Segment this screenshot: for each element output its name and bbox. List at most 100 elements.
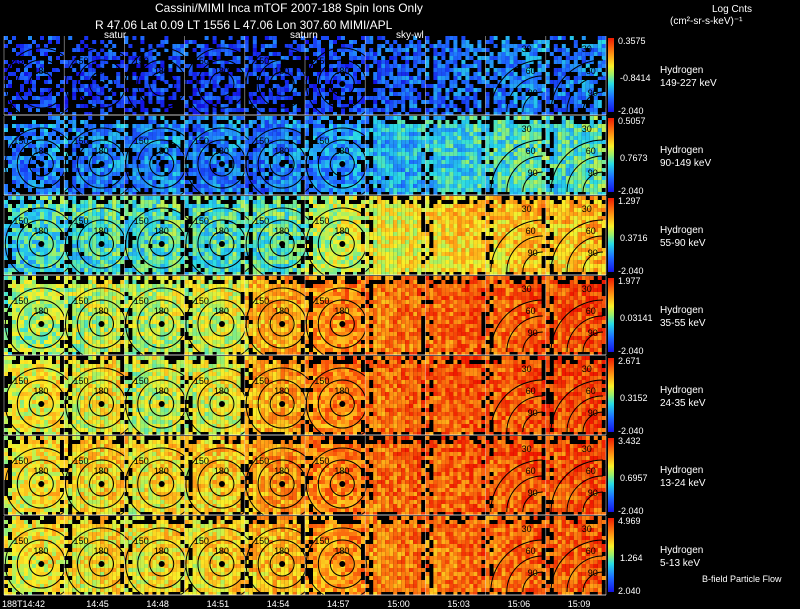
heatmap-cell: [349, 76, 353, 80]
heatmap-cell: [16, 196, 20, 200]
heatmap-cell: [220, 132, 225, 136]
heatmap-cell: [433, 140, 438, 144]
heatmap-cell: [96, 156, 101, 160]
heatmap-cell: [68, 140, 73, 144]
heatmap-cell: [349, 80, 353, 84]
heatmap-cell: [505, 164, 510, 168]
contour-label: 180: [274, 146, 289, 156]
heatmap-cell: [16, 148, 20, 152]
heatmap-cell: [497, 172, 502, 176]
heatmap-cell: [164, 36, 169, 40]
heatmap-cell: [216, 84, 221, 88]
heatmap-cell: [28, 196, 32, 200]
heatmap-cell: [252, 140, 257, 144]
heatmap-cell: [365, 96, 370, 100]
heatmap-cell: [16, 44, 20, 48]
heatmap-cell: [16, 256, 20, 260]
heatmap-cell: [84, 76, 89, 80]
heatmap-cell: [132, 148, 137, 152]
heatmap-cell: [489, 152, 494, 156]
heatmap-cell: [4, 128, 8, 132]
heatmap-cell: [437, 92, 442, 96]
heatmap-cell: [216, 144, 221, 148]
heatmap-cell: [357, 148, 361, 152]
heatmap-cell: [465, 156, 470, 160]
heatmap-cell: [509, 84, 514, 88]
heatmap-cell: [40, 48, 44, 52]
heatmap-cell: [196, 100, 201, 104]
heatmap-cell: [148, 124, 153, 128]
heatmap-cell: [365, 164, 369, 168]
heatmap-cell: [413, 164, 418, 168]
heatmap-cell: [389, 56, 394, 60]
heatmap-cell: [433, 144, 438, 148]
heatmap-cell: [276, 156, 281, 160]
heatmap-cell: [469, 176, 474, 180]
heatmap-cell: [361, 180, 365, 184]
heatmap-cell: [497, 120, 502, 124]
heatmap-cell: [421, 60, 426, 64]
heatmap-cell: [84, 176, 89, 180]
heatmap-cell: [208, 140, 213, 144]
heatmap-cell: [196, 136, 201, 140]
heatmap-cell: [529, 172, 534, 176]
heatmap-cell: [276, 128, 281, 132]
heatmap-cell: [268, 88, 273, 92]
heatmap-cell: [76, 220, 81, 224]
heatmap-cell: [557, 160, 562, 164]
heatmap-cell: [32, 264, 36, 268]
heatmap-cell: [264, 148, 269, 152]
heatmap-cell: [493, 56, 498, 60]
heatmap-cell: [112, 136, 117, 140]
heatmap-cell: [413, 160, 418, 164]
heatmap-cell: [525, 180, 530, 184]
heatmap-cell: [280, 76, 285, 80]
colorbar-max: 0.5057: [618, 116, 646, 126]
heatmap-cell: [437, 60, 442, 64]
heatmap-cell: [160, 228, 165, 232]
heatmap-cell: [413, 64, 418, 68]
heatmap-cell: [397, 152, 402, 156]
heatmap-cell: [505, 148, 510, 152]
heatmap-cell: [585, 84, 590, 88]
heatmap-cell: [184, 124, 189, 128]
heatmap-cell: [361, 88, 365, 92]
heatmap-cell: [96, 56, 101, 60]
heatmap-cell: [288, 72, 293, 76]
heatmap-cell: [509, 180, 514, 184]
heatmap-cell: [417, 92, 422, 96]
heatmap-cell: [244, 40, 249, 44]
heatmap-cell: [529, 164, 534, 168]
heatmap-cell: [112, 240, 117, 244]
heatmap-cell: [373, 56, 378, 60]
contour-label: 180: [94, 226, 109, 236]
heatmap-cell: [88, 220, 93, 224]
heatmap-cell: [337, 124, 341, 128]
heatmap-cell: [216, 128, 221, 132]
heatmap-cell: [341, 152, 345, 156]
heatmap-cell: [4, 200, 8, 204]
heatmap-cell: [437, 68, 442, 72]
heatmap-cell: [349, 188, 353, 192]
heatmap-cell: [461, 88, 466, 92]
heatmap-cell: [405, 92, 410, 96]
heatmap-cell: [60, 228, 64, 232]
heatmap-cell: [561, 84, 566, 88]
heatmap-cell: [537, 60, 542, 64]
heatmap-cell: [349, 164, 353, 168]
heatmap-cell: [260, 48, 265, 52]
heatmap-cell: [272, 44, 277, 48]
heatmap-cell: [433, 116, 438, 120]
heatmap-cell: [517, 36, 522, 40]
heatmap-cell: [325, 156, 329, 160]
heatmap-cell: [433, 168, 438, 172]
heatmap-cell: [513, 96, 518, 100]
heatmap-cell: [96, 168, 101, 172]
heatmap-cell: [48, 260, 52, 264]
heatmap-cell: [473, 64, 478, 68]
heatmap-cell: [256, 128, 261, 132]
heatmap-cell: [264, 184, 269, 188]
heatmap-cell: [445, 96, 450, 100]
heatmap-cell: [377, 108, 382, 112]
heatmap-cell: [288, 188, 293, 192]
